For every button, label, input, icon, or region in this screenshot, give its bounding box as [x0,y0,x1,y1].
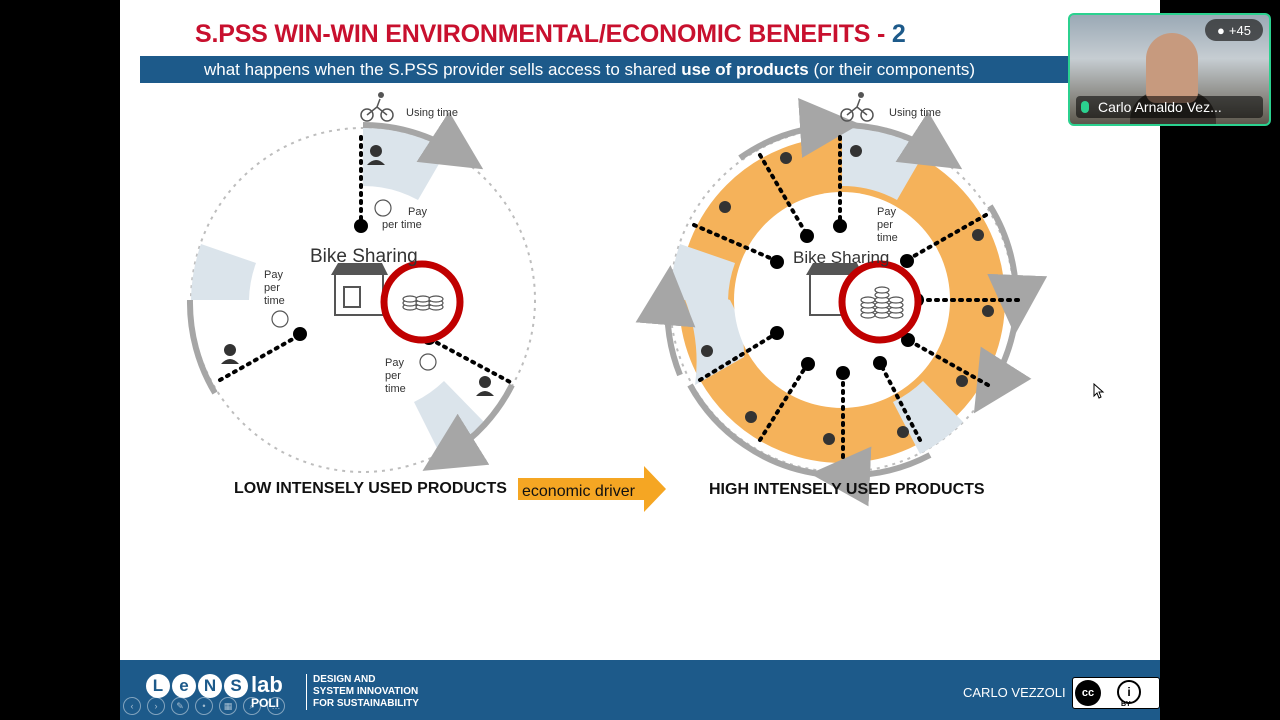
pay-label-top: Pay [408,206,427,218]
logo-letter: S [224,674,248,698]
participants-count-badge[interactable]: ● +45 [1205,19,1263,41]
participant-name-bar: Carlo Arnaldo Vez... [1076,96,1263,118]
bike-icon [360,98,394,122]
slide-title: S.PSS WIN-WIN ENVIRONMENTAL/ECONOMIC BEN… [195,20,995,49]
high-usage-diagram: Bike Sharing Using time Pay per time [635,92,1048,507]
participants-count: +45 [1228,22,1251,38]
logo-letter: L [146,674,170,698]
caption-high: HIGH INTENSELY USED PRODUCTS [709,481,985,498]
time-label-r: time [877,232,898,244]
attribution-icon: i [1117,680,1141,704]
pay-label-right: Pay [385,357,404,369]
mouse-cursor-icon [1093,383,1105,399]
grid-icon[interactable]: ▦ [219,697,237,715]
presentation-slide: S.PSS WIN-WIN ENVIRONMENTAL/ECONOMIC BEN… [120,0,1160,720]
shop-icon [331,263,388,316]
tagline: DESIGN AND SYSTEM INNOVATION FOR SUSTAIN… [306,674,419,710]
sharing-diagrams: Bike Sharing Using time Pay per time Pay… [186,92,1048,507]
per-label-r: per [877,219,893,231]
using-time-left: Using time [406,107,458,119]
caption-low: LOW INTENSELY USED PRODUCTS [234,480,507,497]
use-segment-right [414,381,484,454]
time-label-left: time [264,295,285,307]
logo-letter: e [172,674,196,698]
prev-slide-icon[interactable]: ‹ [123,697,141,715]
person-icon: ● [1217,22,1225,38]
per-label-right: per [385,370,401,382]
subtitle-bold: use of products [681,60,809,79]
participant-video-tile[interactable]: ● +45 Carlo Arnaldo Vez... [1068,13,1271,126]
coins-icon [402,295,444,311]
tagline-line: DESIGN AND [313,674,376,685]
cc-license-badge: cc i BY [1072,677,1160,709]
pointer-icon[interactable]: • [195,697,213,715]
title-text: S.PSS WIN-WIN ENVIRONMENTAL/ECONOMIC BEN… [195,20,892,48]
title-number: 2 [891,20,906,48]
tagline-line: FOR SUSTAINABILITY [313,698,419,709]
logo-lab: lab [251,672,283,697]
zoom-icon[interactable]: ⌕ [243,697,261,715]
logo-letter: N [198,674,222,698]
pay-label-r: Pay [877,206,896,218]
center-label-left: Bike Sharing [310,246,418,267]
time-label-right: time [385,383,406,395]
pay-label-left: Pay [264,269,283,281]
using-time-right: Using time [889,107,941,119]
economic-driver-arrow: economic driver [518,466,666,512]
mic-icon [1081,101,1089,113]
per-label-left: per [264,282,280,294]
next-slide-icon[interactable]: › [147,697,165,715]
lens-logo: L e N S [146,674,248,698]
pen-icon[interactable]: ✎ [171,697,189,715]
subtitle-band: what happens when the S.PSS provider sel… [140,56,1160,83]
cc-icon: cc [1075,680,1101,706]
participant-name: Carlo Arnaldo Vez... [1098,99,1222,115]
center-label-right: Bike Sharing [793,248,889,267]
slide-footer: L e N S lab POLI DESIGN AND SYSTEM INNOV… [120,660,1160,720]
use-segment-left [191,244,256,300]
tagline-line: SYSTEM INNOVATION [313,686,419,697]
low-usage-diagram: Bike Sharing Using time Pay per time Pay… [186,92,536,473]
author-name: CARLO VEZZOLI [963,685,1066,700]
subtitle-end: (or their components) [808,60,976,79]
speaker-head [1146,33,1198,103]
by-label: BY [1121,701,1131,708]
more-icon[interactable]: … [267,697,285,715]
pertime-label-top: per time [382,219,422,231]
arrow-label: economic driver [522,483,636,500]
slide-toolbar: ‹ › ✎ • ▦ ⌕ … [123,697,285,715]
subtitle-text: what happens when the S.PSS provider sel… [204,60,682,79]
